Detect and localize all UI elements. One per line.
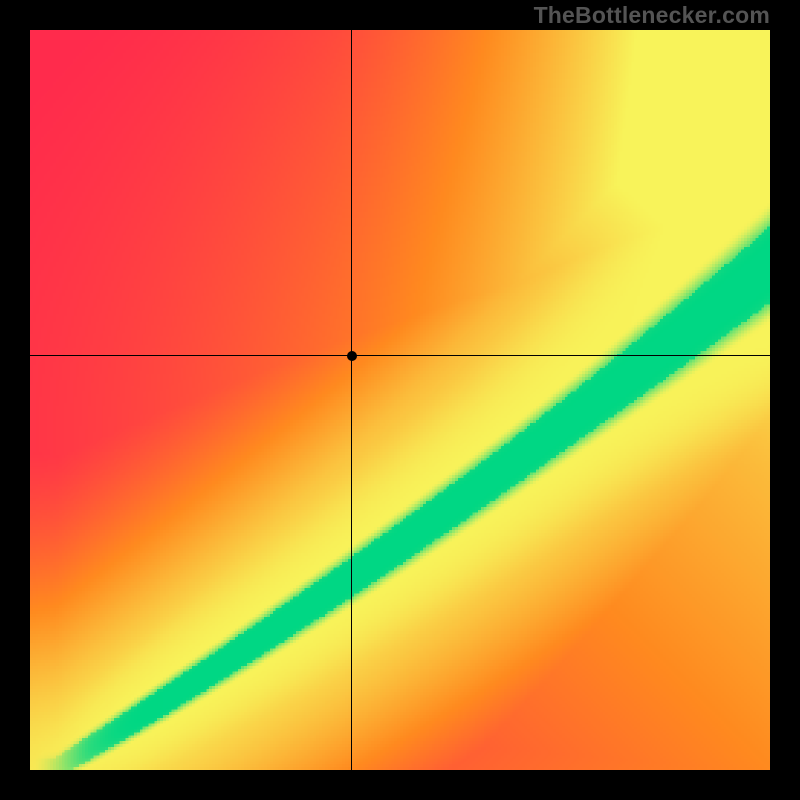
bottleneck-heatmap <box>30 30 770 770</box>
crosshair-vertical <box>351 30 352 770</box>
watermark-text: TheBottlenecker.com <box>534 2 770 29</box>
crosshair-horizontal <box>30 355 770 356</box>
crosshair-point <box>347 351 357 361</box>
chart-container: TheBottlenecker.com <box>0 0 800 800</box>
